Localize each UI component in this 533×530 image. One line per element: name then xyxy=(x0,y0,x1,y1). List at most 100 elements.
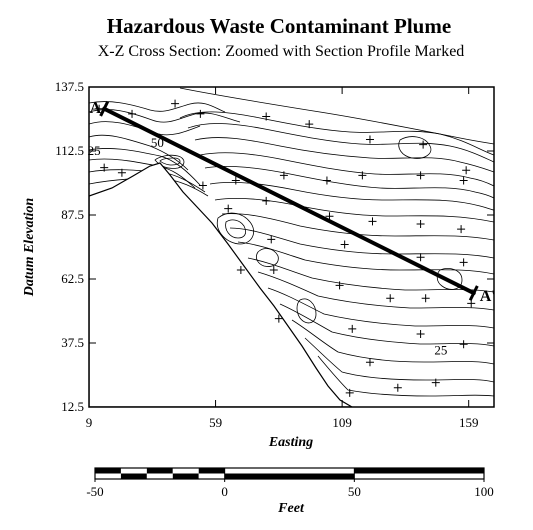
y-axis-ticks: 12.5 37.5 62.5 87.5 112.5 137.5 xyxy=(55,79,494,414)
sample-point xyxy=(171,99,180,108)
section-start-label: A xyxy=(90,100,102,117)
x-tick-label: 59 xyxy=(209,415,222,430)
scale-bar-segment xyxy=(95,473,121,479)
contour-line xyxy=(89,109,241,123)
contour-line xyxy=(154,154,185,169)
section-end-label: A' xyxy=(480,288,496,305)
contour-line xyxy=(229,227,494,259)
contour-label: 25 xyxy=(88,143,101,158)
sample-point xyxy=(117,168,126,177)
y-tick-label: 37.5 xyxy=(61,335,84,350)
scale-bar-tick-label: -50 xyxy=(86,484,103,499)
contour-line xyxy=(179,87,494,145)
contour-line xyxy=(317,355,494,397)
contour-line xyxy=(89,101,226,113)
sample-point xyxy=(393,383,402,392)
contour-line xyxy=(179,111,494,156)
sample-point xyxy=(196,109,205,118)
scale-bar-tick-label: 100 xyxy=(474,484,494,499)
scale-bar-tick-label: 0 xyxy=(221,484,228,499)
x-tick-label: 159 xyxy=(459,415,479,430)
scale-bar-segment xyxy=(120,473,147,479)
contour-line xyxy=(194,137,494,173)
sample-point xyxy=(269,266,278,275)
scale-bar-segment xyxy=(120,468,147,474)
sample-point xyxy=(322,176,331,185)
section-profile-line xyxy=(102,106,476,296)
scale-bar-segment xyxy=(224,473,355,479)
contour-line xyxy=(279,303,494,347)
sample-point xyxy=(459,258,468,267)
scale-bar-segment xyxy=(172,473,199,479)
scale-bar-segment xyxy=(224,468,355,474)
sample-point xyxy=(128,109,137,118)
x-tick-label: 109 xyxy=(332,415,352,430)
ground-surface-boundary xyxy=(89,162,354,407)
contour-line xyxy=(214,197,494,223)
x-tick-label: 9 xyxy=(86,415,93,430)
contour-line xyxy=(304,337,494,383)
sample-point xyxy=(279,171,288,180)
scale-bar-segment xyxy=(146,468,173,474)
scale-bar: -50 0 50 100 xyxy=(86,467,494,499)
chart-title: Hazardous Waste Contaminant Plume xyxy=(107,14,451,38)
section-profile-start-marker xyxy=(99,100,110,117)
y-tick-label: 12.5 xyxy=(61,399,84,414)
contour-line xyxy=(291,319,494,365)
sample-point xyxy=(416,171,425,180)
contour-line xyxy=(209,181,494,211)
contour-line xyxy=(398,136,432,159)
sample-point xyxy=(274,314,283,323)
contour-line xyxy=(187,123,494,163)
contour-line xyxy=(296,298,317,324)
scale-bar-segment xyxy=(354,468,484,474)
scale-bar-segment xyxy=(95,468,121,474)
sample-point xyxy=(459,176,468,185)
sample-point xyxy=(236,266,245,275)
contour-line xyxy=(89,134,189,171)
sample-point xyxy=(368,217,377,226)
sample-point xyxy=(365,135,374,144)
sample-point xyxy=(262,112,271,121)
sample-point xyxy=(100,163,109,172)
sample-point xyxy=(267,235,276,244)
contour-line xyxy=(436,268,463,290)
contour-line xyxy=(159,157,181,166)
sample-point xyxy=(421,294,430,303)
plot-frame xyxy=(88,86,495,408)
sample-point xyxy=(462,166,471,175)
sample-point xyxy=(459,340,468,349)
contour-line xyxy=(216,212,254,245)
sample-point xyxy=(262,196,271,205)
sample-point xyxy=(335,281,344,290)
scale-bar-segment xyxy=(198,473,225,479)
sample-point xyxy=(416,253,425,262)
contour-line xyxy=(225,219,246,239)
sample-point xyxy=(431,378,440,387)
section-profile-end-marker xyxy=(468,285,479,301)
scale-bar-segment xyxy=(354,473,484,479)
contour-line xyxy=(237,241,494,275)
contour-line xyxy=(256,248,279,267)
sample-points xyxy=(95,99,476,397)
sample-point xyxy=(365,358,374,367)
section-profile: A A' xyxy=(90,100,496,305)
sample-point xyxy=(224,204,233,213)
scale-bar-segment xyxy=(172,468,199,474)
sample-point xyxy=(416,330,425,339)
scale-bar-segment xyxy=(198,468,225,474)
scale-bar-tick-label: 50 xyxy=(348,484,361,499)
sample-point xyxy=(95,104,104,113)
sample-point xyxy=(358,171,367,180)
y-tick-label: 137.5 xyxy=(55,79,84,94)
sample-point xyxy=(386,294,395,303)
y-tick-label: 87.5 xyxy=(61,207,84,222)
y-tick-label: 62.5 xyxy=(61,271,84,286)
sample-point xyxy=(305,120,314,129)
x-axis-ticks: 9 59 109 159 xyxy=(86,87,479,430)
scale-bar-unit: Feet xyxy=(277,501,305,516)
sample-point xyxy=(340,240,349,249)
sample-point xyxy=(198,181,207,190)
